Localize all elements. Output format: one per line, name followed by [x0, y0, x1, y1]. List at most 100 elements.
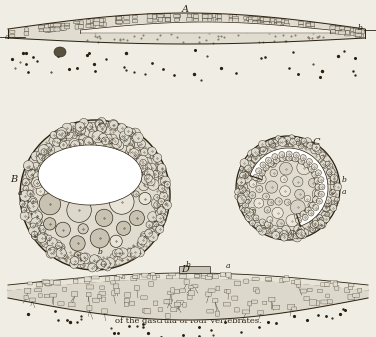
- FancyBboxPatch shape: [321, 300, 328, 304]
- Circle shape: [247, 159, 252, 163]
- FancyBboxPatch shape: [209, 275, 212, 277]
- Circle shape: [42, 238, 50, 247]
- Circle shape: [138, 140, 146, 148]
- Circle shape: [56, 248, 66, 258]
- Circle shape: [246, 209, 253, 216]
- Circle shape: [313, 205, 319, 211]
- Circle shape: [129, 151, 139, 161]
- FancyBboxPatch shape: [345, 27, 349, 30]
- Circle shape: [32, 231, 38, 237]
- Circle shape: [289, 230, 294, 235]
- FancyBboxPatch shape: [124, 21, 130, 24]
- Circle shape: [236, 136, 340, 240]
- Circle shape: [138, 162, 146, 170]
- Circle shape: [265, 221, 271, 228]
- FancyBboxPatch shape: [50, 27, 55, 32]
- Circle shape: [305, 207, 311, 213]
- Circle shape: [315, 170, 321, 176]
- FancyBboxPatch shape: [61, 23, 66, 26]
- Circle shape: [311, 164, 317, 170]
- Circle shape: [304, 162, 310, 167]
- FancyBboxPatch shape: [114, 276, 120, 280]
- Circle shape: [255, 147, 263, 156]
- Circle shape: [249, 192, 256, 198]
- FancyBboxPatch shape: [85, 279, 90, 283]
- FancyBboxPatch shape: [50, 280, 54, 285]
- FancyBboxPatch shape: [152, 14, 156, 19]
- FancyBboxPatch shape: [192, 14, 198, 18]
- Circle shape: [160, 176, 170, 186]
- Circle shape: [105, 134, 112, 141]
- Circle shape: [30, 223, 35, 228]
- Circle shape: [39, 162, 48, 172]
- Circle shape: [327, 204, 331, 208]
- FancyBboxPatch shape: [86, 292, 91, 297]
- FancyBboxPatch shape: [262, 22, 265, 26]
- Circle shape: [106, 138, 116, 148]
- FancyBboxPatch shape: [299, 25, 303, 29]
- FancyBboxPatch shape: [158, 17, 162, 22]
- Circle shape: [46, 146, 55, 154]
- Circle shape: [39, 225, 46, 233]
- Circle shape: [300, 155, 306, 160]
- FancyBboxPatch shape: [174, 302, 181, 306]
- FancyBboxPatch shape: [275, 20, 281, 23]
- Circle shape: [304, 195, 311, 202]
- Circle shape: [256, 185, 263, 192]
- FancyBboxPatch shape: [334, 26, 340, 30]
- Circle shape: [77, 140, 84, 147]
- Circle shape: [304, 214, 310, 220]
- Circle shape: [75, 252, 81, 258]
- Circle shape: [56, 242, 62, 249]
- Circle shape: [293, 177, 303, 187]
- Circle shape: [71, 141, 80, 150]
- Circle shape: [240, 172, 246, 179]
- Circle shape: [120, 135, 131, 146]
- Circle shape: [75, 130, 80, 135]
- Circle shape: [37, 234, 46, 243]
- Circle shape: [144, 169, 154, 178]
- Circle shape: [70, 236, 85, 251]
- Circle shape: [92, 135, 101, 144]
- Circle shape: [47, 246, 52, 251]
- Circle shape: [161, 179, 167, 185]
- Text: a: a: [5, 33, 9, 41]
- FancyBboxPatch shape: [36, 282, 43, 287]
- FancyBboxPatch shape: [124, 302, 128, 307]
- Circle shape: [312, 219, 319, 226]
- Circle shape: [87, 122, 97, 132]
- FancyBboxPatch shape: [248, 17, 254, 20]
- Circle shape: [33, 230, 41, 238]
- Circle shape: [254, 153, 259, 158]
- Circle shape: [145, 229, 153, 237]
- Circle shape: [117, 248, 128, 258]
- Circle shape: [318, 177, 324, 183]
- Circle shape: [62, 123, 72, 133]
- FancyBboxPatch shape: [102, 309, 108, 313]
- Circle shape: [55, 133, 66, 144]
- Circle shape: [245, 165, 252, 172]
- FancyBboxPatch shape: [250, 16, 256, 20]
- FancyBboxPatch shape: [73, 279, 78, 283]
- FancyBboxPatch shape: [335, 286, 339, 290]
- Circle shape: [89, 129, 94, 135]
- FancyBboxPatch shape: [232, 19, 239, 22]
- FancyBboxPatch shape: [159, 18, 165, 22]
- Circle shape: [240, 187, 246, 193]
- Circle shape: [243, 172, 251, 179]
- FancyBboxPatch shape: [24, 32, 29, 35]
- Circle shape: [158, 175, 164, 181]
- FancyBboxPatch shape: [173, 290, 179, 294]
- Circle shape: [59, 140, 68, 148]
- FancyBboxPatch shape: [277, 22, 282, 26]
- FancyBboxPatch shape: [359, 34, 364, 37]
- Circle shape: [308, 166, 314, 172]
- FancyBboxPatch shape: [300, 289, 306, 293]
- Circle shape: [242, 168, 247, 173]
- Circle shape: [244, 169, 249, 174]
- Circle shape: [269, 142, 276, 148]
- Circle shape: [319, 184, 325, 190]
- Circle shape: [112, 138, 118, 145]
- Circle shape: [108, 134, 117, 143]
- Circle shape: [130, 147, 141, 158]
